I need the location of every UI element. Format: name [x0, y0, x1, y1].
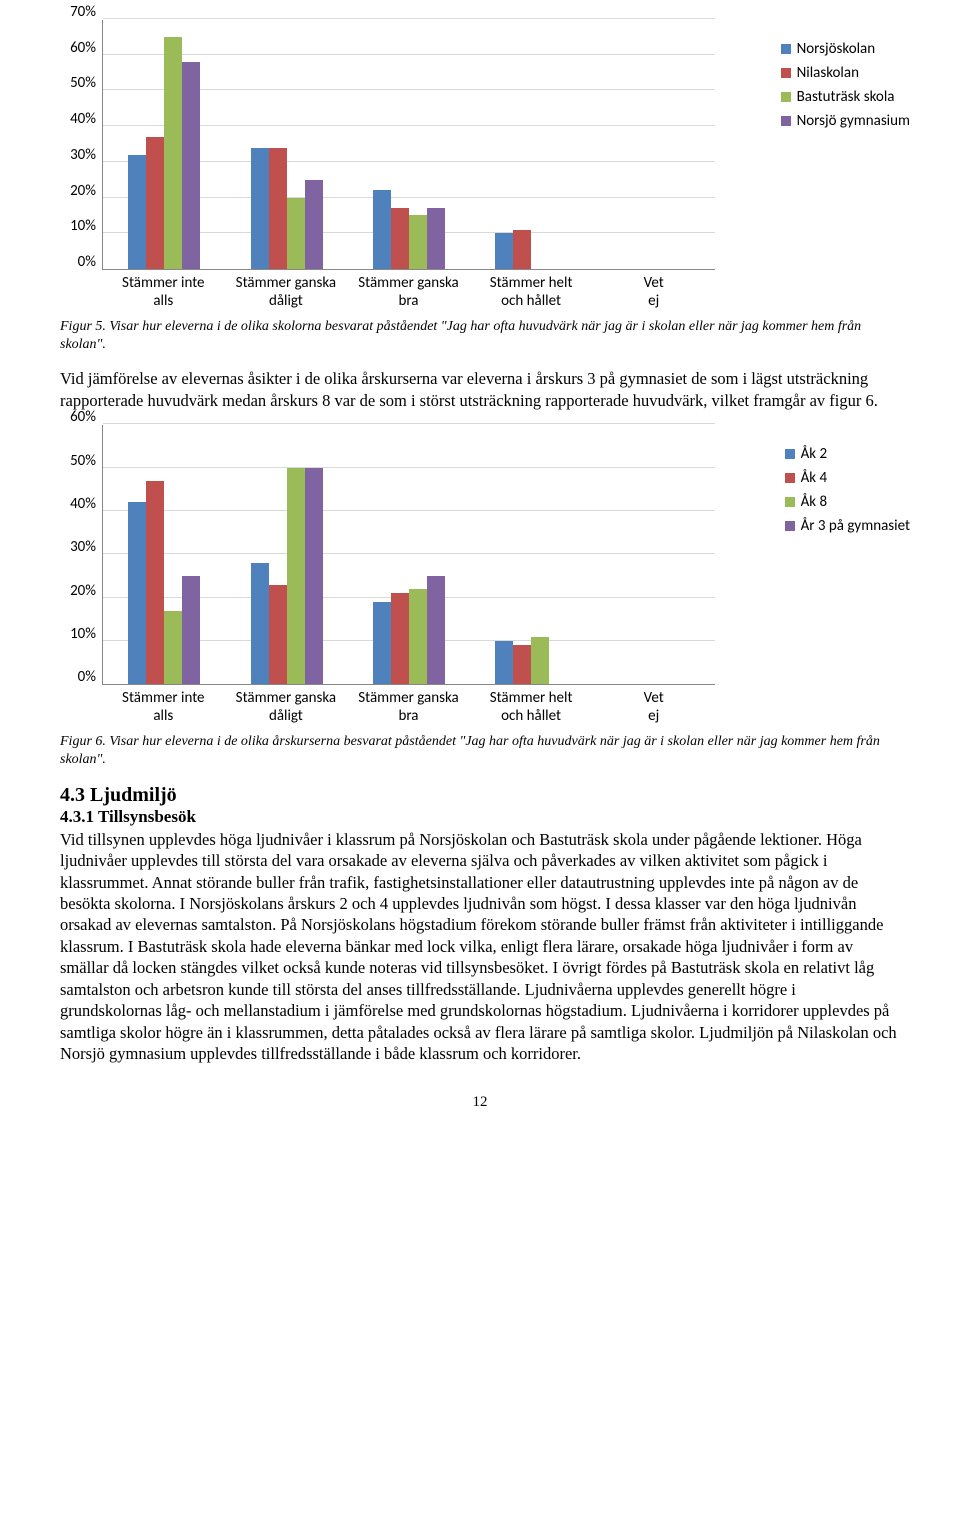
- legend-item: Norsjöskolan: [781, 40, 910, 58]
- section-heading: 4.3 Ljudmiljö: [60, 784, 900, 807]
- bar: [305, 180, 323, 269]
- bar: [305, 468, 323, 685]
- x-axis-label: Stämmer ganskabra: [347, 685, 470, 725]
- chart2-x-labels: Stämmer inteallsStämmer ganskadåligtStäm…: [102, 685, 715, 725]
- x-axis-label: Vetej: [592, 685, 715, 725]
- legend-label: Bastuträsk skola: [797, 88, 895, 106]
- bar: [269, 148, 287, 269]
- bar: [146, 137, 164, 269]
- chart-figure-5: 0%10%20%30%40%50%60%70% Norsjöskolan Nila…: [60, 20, 900, 310]
- x-axis-label: Stämmer ganskabra: [347, 270, 470, 310]
- bar: [495, 233, 513, 269]
- legend-item: År 3 på gymnasiet: [785, 517, 910, 535]
- bar: [531, 637, 549, 685]
- bar: [128, 155, 146, 269]
- bar: [427, 208, 445, 269]
- bar-group: [495, 230, 567, 269]
- bar: [513, 230, 531, 269]
- bar: [409, 215, 427, 269]
- legend-item: Åk 2: [785, 445, 910, 463]
- figure-6-caption: Figur 6. Visar hur eleverna i de olika å…: [60, 733, 900, 769]
- legend-label: År 3 på gymnasiet: [801, 517, 910, 535]
- bar: [146, 481, 164, 685]
- bar: [182, 62, 200, 269]
- bar: [287, 198, 305, 269]
- legend-label: Åk 2: [801, 445, 828, 463]
- bar: [164, 611, 182, 685]
- legend-swatch: [781, 68, 791, 78]
- paragraph-comparison: Vid jämförelse av elevernas åsikter i de…: [60, 368, 900, 411]
- legend-label: Norsjöskolan: [797, 40, 876, 58]
- page-number: 12: [60, 1094, 900, 1111]
- x-axis-label: Vetej: [592, 270, 715, 310]
- x-axis-label: Stämmer ganskadåligt: [225, 270, 348, 310]
- legend-swatch: [785, 497, 795, 507]
- x-axis-label: Stämmer heltoch hållet: [470, 270, 593, 310]
- bar: [391, 593, 409, 684]
- bar: [391, 208, 409, 269]
- x-axis-label: Stämmer intealls: [102, 685, 225, 725]
- bar-group: [373, 190, 445, 269]
- bar-group: [495, 637, 567, 685]
- bar: [513, 645, 531, 684]
- legend-label: Nilaskolan: [797, 64, 859, 82]
- bar-group: [251, 468, 323, 685]
- legend-item: Nilaskolan: [781, 64, 910, 82]
- bar: [128, 502, 146, 684]
- bar-group: [373, 576, 445, 684]
- bar: [251, 148, 269, 269]
- bar: [373, 190, 391, 269]
- bar: [269, 585, 287, 685]
- chart1-legend: Norsjöskolan Nilaskolan Bastuträsk skola No…: [781, 40, 910, 136]
- chart1-plot-area: [102, 20, 715, 270]
- legend-swatch: [781, 92, 791, 102]
- bar: [182, 576, 200, 684]
- legend-item: Norsjö gymnasium: [781, 112, 910, 130]
- chart1-x-labels: Stämmer inteallsStämmer ganskadåligtStäm…: [102, 270, 715, 310]
- legend-swatch: [785, 521, 795, 531]
- bar: [164, 37, 182, 269]
- legend-swatch: [781, 44, 791, 54]
- bar: [495, 641, 513, 684]
- bar-group: [128, 37, 200, 269]
- subsection-heading: 4.3.1 Tillsynsbesök: [60, 807, 900, 827]
- chart1-y-axis: 0%10%20%30%40%50%60%70%: [60, 20, 102, 270]
- x-axis-label: Stämmer heltoch hållet: [470, 685, 593, 725]
- bar: [287, 468, 305, 685]
- legend-swatch: [785, 473, 795, 483]
- legend-swatch: [785, 449, 795, 459]
- legend-item: Åk 8: [785, 493, 910, 511]
- legend-swatch: [781, 116, 791, 126]
- bar: [409, 589, 427, 684]
- chart2-legend: Åk 2 Åk 4 Åk 8 År 3 på gymnasiet: [785, 445, 910, 541]
- bar: [373, 602, 391, 684]
- bar-group: [251, 148, 323, 269]
- bar: [251, 563, 269, 684]
- legend-item: Åk 4: [785, 469, 910, 487]
- chart2-y-axis: 0%10%20%30%40%50%60%: [60, 425, 102, 685]
- legend-label: Åk 8: [801, 493, 828, 511]
- bar-group: [128, 481, 200, 685]
- chart2-plot-area: [102, 425, 715, 685]
- paragraph-ljudmiljo: Vid tillsynen upplevdes höga ljudnivåer …: [60, 829, 900, 1065]
- figure-5-caption: Figur 5. Visar hur eleverna i de olika s…: [60, 318, 900, 354]
- legend-label: Norsjö gymnasium: [797, 112, 910, 130]
- legend-label: Åk 4: [801, 469, 828, 487]
- x-axis-label: Stämmer ganskadåligt: [225, 685, 348, 725]
- bar: [427, 576, 445, 684]
- legend-item: Bastuträsk skola: [781, 88, 910, 106]
- x-axis-label: Stämmer intealls: [102, 270, 225, 310]
- chart-figure-6: 0%10%20%30%40%50%60% Åk 2Åk 4Åk 8År 3 på…: [60, 425, 900, 725]
